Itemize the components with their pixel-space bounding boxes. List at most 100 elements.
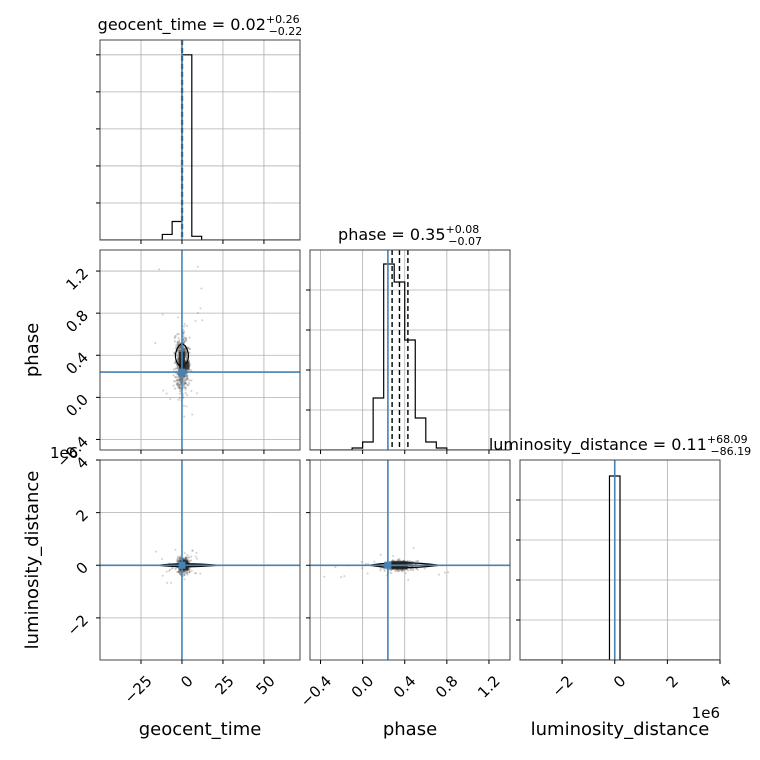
sample-point <box>182 383 185 386</box>
sample-point <box>174 380 177 383</box>
sample-point <box>176 367 179 370</box>
sample-point <box>185 374 189 377</box>
sample-point <box>182 347 185 351</box>
sample-point <box>178 379 181 382</box>
sample-point <box>194 555 197 558</box>
sample-point <box>182 347 185 350</box>
sample-point <box>184 381 187 385</box>
sample-point <box>179 349 182 352</box>
sample-point <box>182 375 186 378</box>
sample-point <box>154 342 157 345</box>
sample-point <box>412 569 415 572</box>
frame-layer <box>96 39 721 664</box>
title-plus: +0.08 <box>446 223 480 236</box>
sample-point <box>177 570 180 573</box>
sample-point <box>184 556 187 560</box>
sample-point <box>188 570 191 573</box>
hist-title-phase: phase = 0.35+0.08 −0.07 <box>338 223 482 248</box>
sample-point <box>184 571 187 574</box>
sample-point <box>177 398 180 401</box>
sample-point <box>182 325 186 328</box>
sample-point <box>186 369 189 372</box>
sample-point <box>185 571 189 574</box>
sample-point <box>179 345 182 348</box>
sample-point <box>186 377 189 380</box>
sample-point <box>182 348 185 351</box>
text-layer: geocent_time = 0.02+0.26 −0.22 phase = 0.3… <box>22 13 751 740</box>
sample-point <box>183 375 186 378</box>
sample-point <box>366 572 369 575</box>
sample-point <box>379 567 383 570</box>
sample-point <box>176 366 179 369</box>
histogram-phase <box>310 250 510 450</box>
sample-point <box>184 336 187 339</box>
sample-point <box>323 575 326 578</box>
sample-point <box>185 358 188 361</box>
sample-point <box>183 375 186 378</box>
sample-point <box>379 569 382 572</box>
sample-point <box>364 562 367 565</box>
sample-point <box>177 340 181 343</box>
sample-point <box>191 549 194 552</box>
sample-point <box>162 389 165 392</box>
ytick-label-luminosity_distance: 2 <box>73 506 92 525</box>
sample-point <box>185 356 188 359</box>
sample-point <box>178 557 181 560</box>
sample-point <box>183 552 186 555</box>
sample-point <box>176 558 179 561</box>
histogram-bar <box>415 418 426 450</box>
sample-point <box>186 346 190 349</box>
sample-point <box>184 558 187 561</box>
sample-point <box>174 334 177 337</box>
sample-point <box>177 376 180 379</box>
sample-point <box>182 382 185 385</box>
sample-point <box>190 389 193 392</box>
sample-point <box>184 352 188 355</box>
sample-point <box>172 368 176 371</box>
sample-point <box>186 374 189 378</box>
sample-point <box>173 361 176 365</box>
sample-point <box>184 454 186 456</box>
sample-point <box>184 352 187 355</box>
sample-point <box>178 384 181 387</box>
title-name: phase = 0.35 <box>338 225 445 244</box>
panel-frame <box>99 39 301 241</box>
sample-point <box>183 380 186 384</box>
histogram-luminosity_distance <box>520 460 720 660</box>
sample-point <box>187 569 191 572</box>
histogram-step-phase <box>310 263 510 450</box>
xtick-label-luminosity_distance: 0 <box>610 672 629 691</box>
sample-point <box>394 569 397 572</box>
sample-point <box>176 557 179 560</box>
sample-point <box>178 569 181 572</box>
sample-point <box>188 351 191 354</box>
histogram-bar <box>162 234 172 240</box>
sample-point <box>390 571 393 575</box>
sample-point <box>190 379 193 382</box>
sample-point <box>340 576 343 579</box>
sample-point <box>334 566 337 569</box>
sample-point <box>178 349 181 352</box>
sample-point <box>185 405 188 408</box>
sample-point <box>182 333 185 336</box>
sample-point <box>172 374 175 377</box>
sample-point <box>182 349 186 352</box>
sample-point <box>361 567 364 570</box>
sample-point <box>179 349 182 352</box>
ytick-label-phase: 0.0 <box>62 391 92 421</box>
sample-point <box>184 382 187 385</box>
sample-point <box>183 570 186 573</box>
sample-point <box>183 569 186 573</box>
sample-point <box>183 569 186 572</box>
xtick-label-phase: 0.8 <box>432 672 462 702</box>
sample-point <box>178 383 181 386</box>
sample-point <box>182 404 185 407</box>
sample-point <box>184 348 187 352</box>
sample-point <box>175 344 178 347</box>
sample-point <box>383 569 386 572</box>
sample-point <box>395 569 398 572</box>
sample-point <box>163 464 165 466</box>
sample-point <box>391 559 394 562</box>
sample-point <box>176 373 179 376</box>
sample-point <box>176 340 180 344</box>
